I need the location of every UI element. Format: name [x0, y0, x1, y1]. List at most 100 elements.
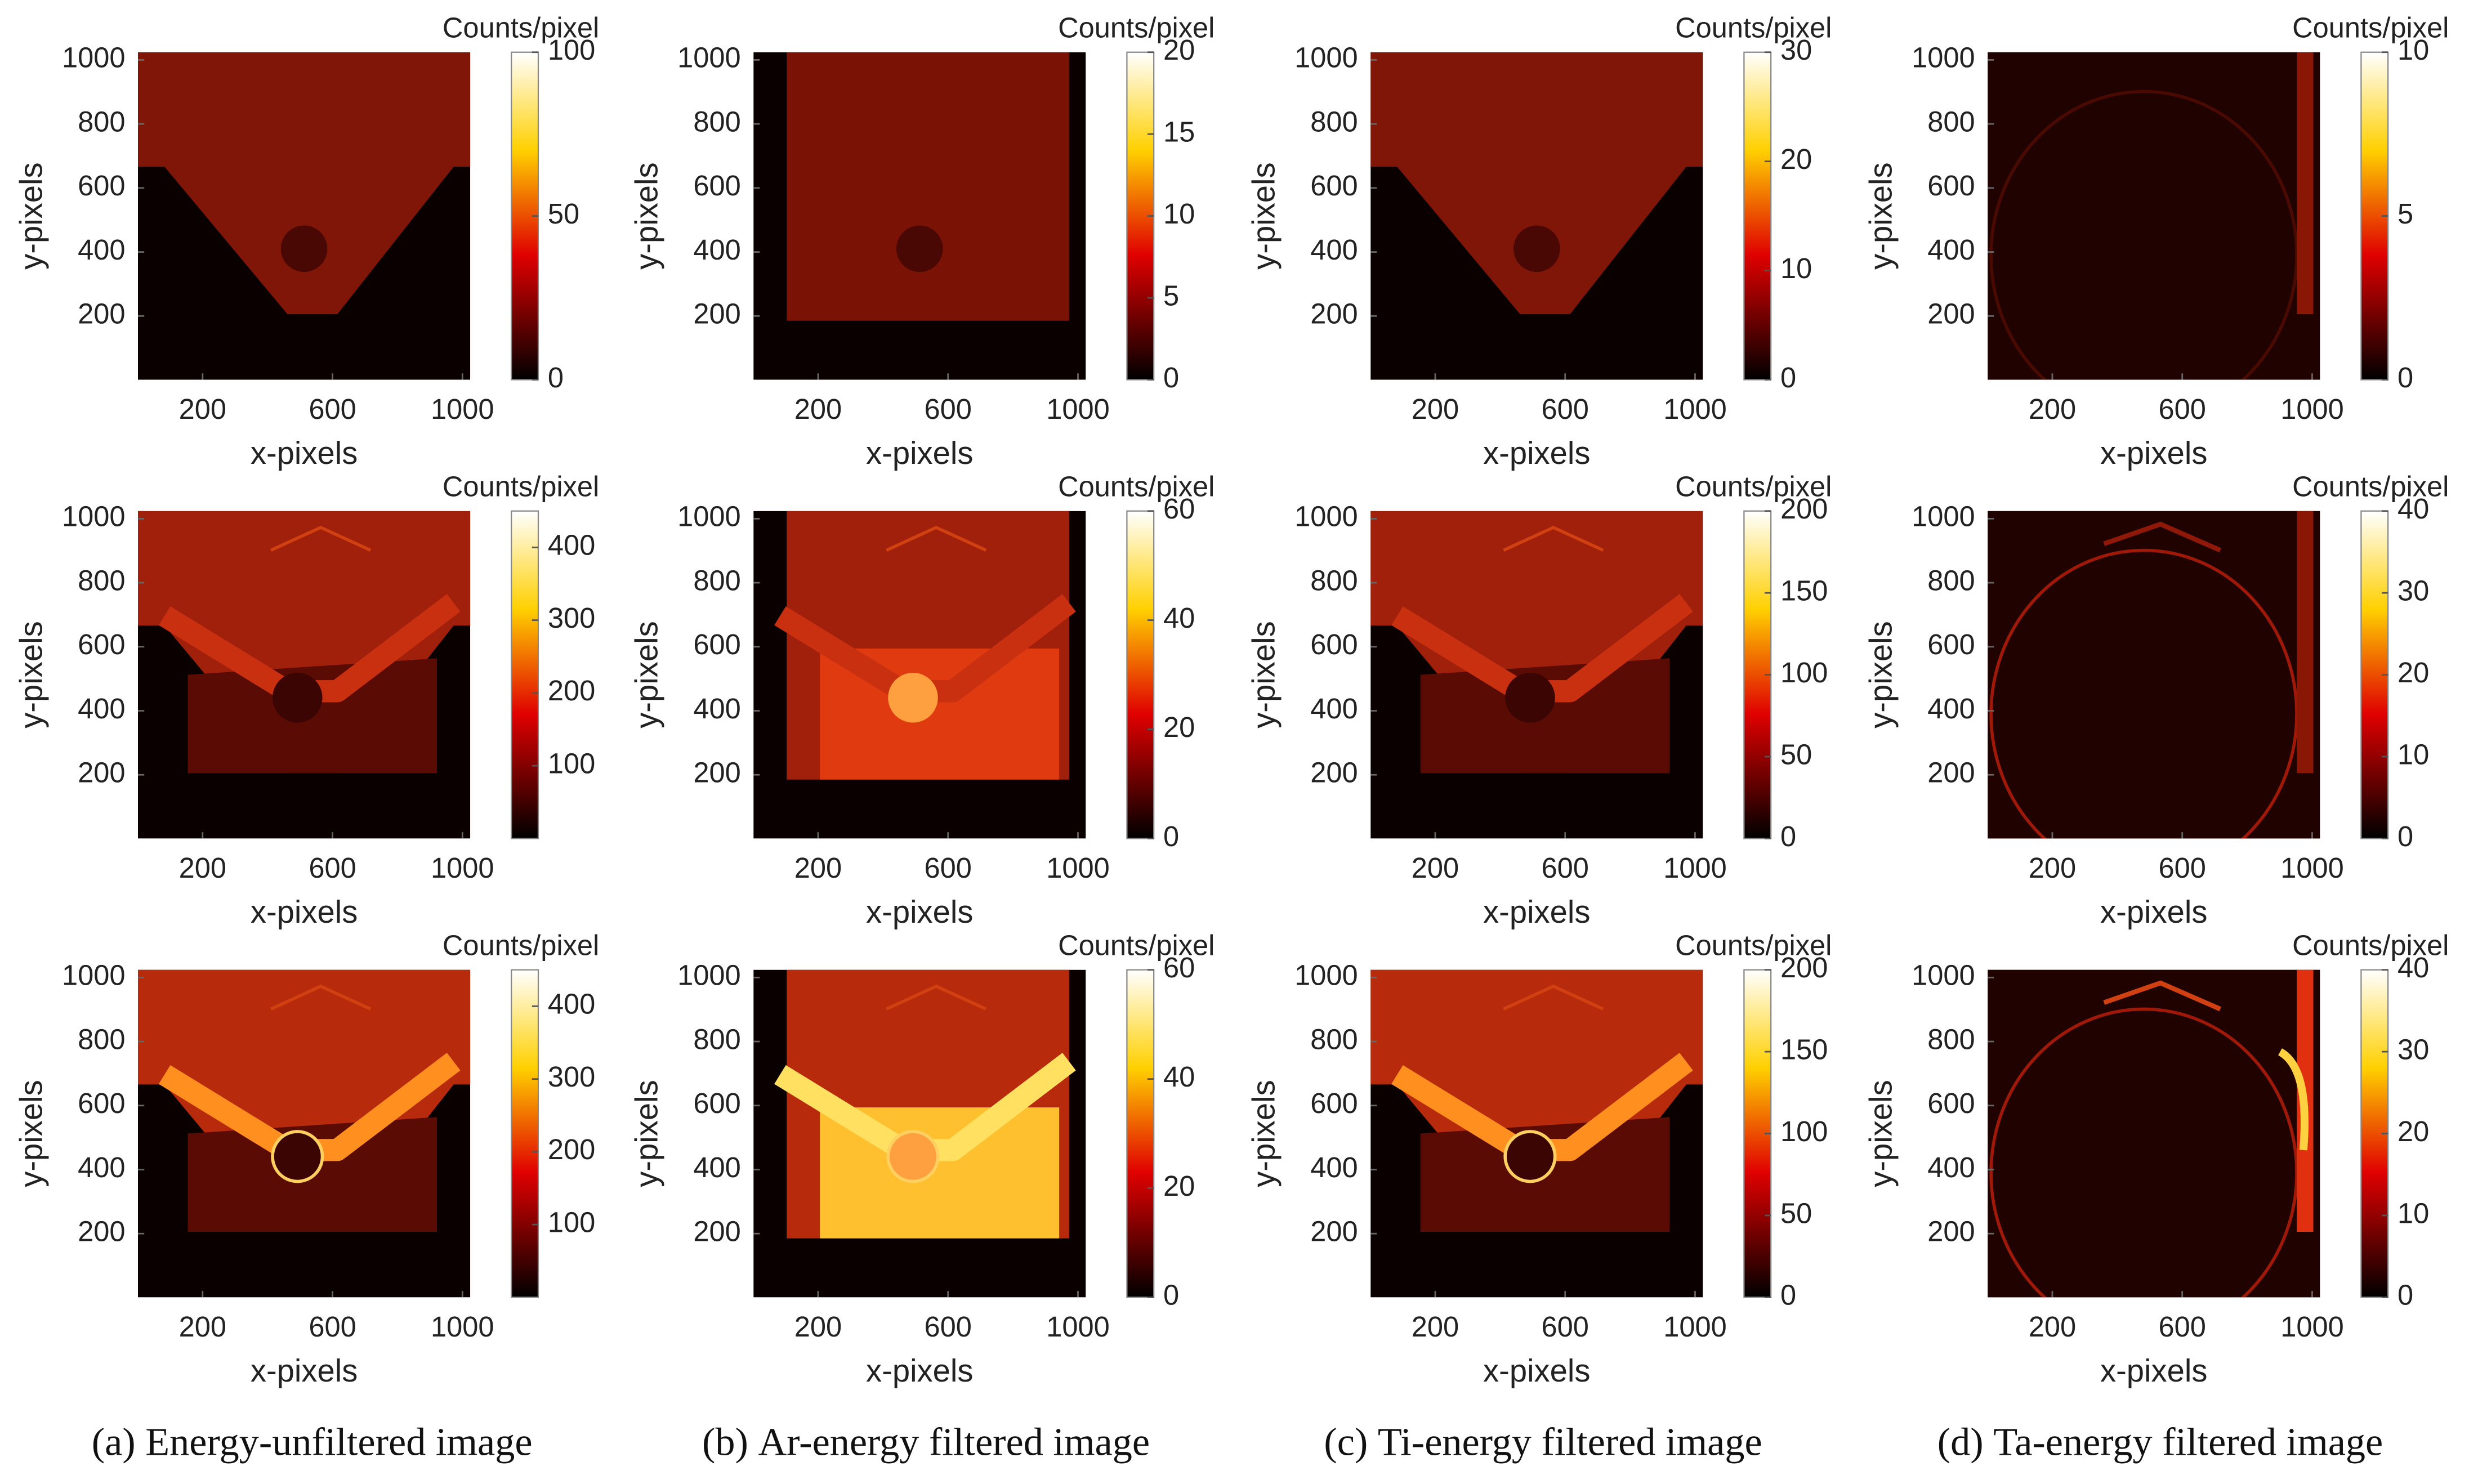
x-tick-label: 1000	[1046, 393, 1110, 425]
y-tick-label: 1000	[1912, 42, 1975, 74]
x-tick-label: 600	[309, 852, 356, 884]
edge-strip	[2297, 52, 2314, 315]
y-tick-label: 600	[1927, 628, 1975, 660]
image	[1988, 52, 2320, 380]
colorbar-tick-label: 40	[2397, 493, 2429, 525]
y-tick-label: 1000	[62, 959, 126, 991]
x-tick-label: 1000	[2280, 852, 2344, 884]
y-axis-label: y-pixels	[1863, 621, 1899, 728]
x-tick-label: 600	[925, 393, 972, 425]
colorbar-tick-label: 10	[2397, 738, 2429, 770]
colorbar-tick-label: 20	[1163, 711, 1195, 743]
edge-strip	[2297, 511, 2314, 774]
colorbar-tick-label: 5	[1163, 279, 1179, 311]
y-tick-label: 200	[693, 757, 740, 789]
x-tick-label: 1000	[431, 852, 494, 884]
chevron	[1503, 984, 1604, 1011]
y-tick-label: 200	[1310, 298, 1358, 330]
image	[753, 511, 1086, 839]
x-tick-label: 1000	[1663, 393, 1727, 425]
y-tick-label: 400	[1927, 1151, 1975, 1183]
x-tick-label: 600	[1542, 1311, 1589, 1343]
colorbar-tick-label: 30	[2397, 574, 2429, 606]
y-tick-label: 400	[78, 692, 125, 725]
panel: 200 600 10002004006008001000x-pixelsy-pixe…	[1863, 12, 2449, 471]
colorbar	[511, 510, 539, 839]
colorbar-tick-label: 0	[1163, 1279, 1179, 1311]
image-glow	[1988, 52, 2320, 380]
y-tick-label: 400	[1310, 692, 1358, 725]
caption: (b) Ar-energy filtered image	[702, 1420, 1150, 1464]
x-tick-label: 200	[794, 1311, 842, 1343]
caption-text: Energy-unfiltered image	[145, 1420, 532, 1464]
y-tick-label: 400	[693, 1151, 740, 1183]
colorbar-label: Counts/pixel	[443, 929, 599, 962]
colorbar-tick-label: 100	[548, 34, 595, 66]
image	[1370, 969, 1703, 1298]
panel: 200 600 10002004006008001000x-pixelsy-pixe…	[629, 12, 1215, 471]
colorbar-tick-label: 0	[2397, 820, 2413, 852]
colorbar-label: Counts/pixel	[1058, 12, 1215, 44]
y-axis-label: y-pixels	[13, 1080, 48, 1187]
colorbar-tick-label: 0	[1163, 361, 1179, 394]
colorbar-tick-label: 40	[1163, 602, 1195, 634]
x-axis-label: x-pixels	[2100, 894, 2207, 929]
colorbar-tick-label: 30	[1780, 34, 1812, 66]
image	[138, 511, 471, 839]
x-tick-label: 1000	[2280, 1311, 2344, 1343]
y-tick-label: 800	[693, 1023, 740, 1055]
colorbar-tick-label: 30	[2397, 1033, 2429, 1065]
y-tick-label: 1000	[62, 500, 126, 533]
x-tick-label: 200	[179, 393, 226, 425]
hole	[280, 225, 328, 272]
hole	[273, 673, 323, 723]
panel: 200 600 10002004006008001000x-pixelsy-pixe…	[13, 929, 599, 1388]
x-tick-label: 200	[179, 852, 226, 884]
panel: 200 600 10002004006008001000x-pixelsy-pixe…	[1246, 929, 1832, 1388]
y-tick-label: 600	[693, 1087, 740, 1119]
y-tick-label: 200	[1927, 298, 1975, 330]
y-tick-label: 200	[78, 757, 125, 789]
colorbar-tick-label: 100	[548, 748, 595, 780]
y-axis-label: y-pixels	[629, 1080, 664, 1187]
x-tick-label: 1000	[1046, 852, 1110, 884]
caption-gap	[748, 1420, 758, 1464]
colorbar-tick-label: 15	[1163, 116, 1195, 148]
ring	[1989, 548, 2298, 839]
x-tick-label: 1000	[2280, 393, 2344, 425]
x-tick-label: 200	[1412, 1311, 1459, 1343]
y-tick-label: 600	[1310, 628, 1358, 660]
chevron	[270, 525, 372, 552]
y-tick-label: 200	[1927, 757, 1975, 789]
chevron	[886, 525, 987, 552]
ring	[1989, 90, 2298, 380]
chevron	[2103, 521, 2221, 553]
x-axis-label: x-pixels	[866, 435, 973, 471]
colorbar-tick-label: 300	[548, 602, 595, 634]
colorbar-label: Counts/pixel	[2292, 12, 2449, 44]
caption-gap	[1368, 1420, 1378, 1464]
colorbar-tick-label: 10	[2397, 1197, 2429, 1229]
colorbar-label: Counts/pixel	[2292, 471, 2449, 503]
y-tick-label: 400	[1310, 1151, 1358, 1183]
y-axis-label: y-pixels	[13, 162, 48, 269]
y-tick-label: 400	[693, 692, 740, 725]
y-tick-label: 400	[693, 234, 740, 266]
y-tick-label: 800	[1310, 1023, 1358, 1055]
x-tick-label: 1000	[1046, 1311, 1110, 1343]
y-tick-label: 600	[693, 628, 740, 660]
colorbar-label: Counts/pixel	[443, 12, 599, 44]
colorbar-tick-label: 200	[1780, 493, 1828, 525]
x-tick-label: 600	[309, 1311, 356, 1343]
colorbar-tick-label: 150	[1780, 1033, 1828, 1065]
colorbar-tick-label: 10	[1780, 252, 1812, 284]
colorbar-label: Counts/pixel	[1675, 471, 1832, 503]
colorbar-tick-label: 0	[1780, 361, 1796, 394]
y-tick-label: 1000	[677, 500, 741, 533]
colorbar-tick-label: 200	[1780, 951, 1828, 984]
y-axis-label: y-pixels	[629, 162, 664, 269]
colorbar-label: Counts/pixel	[443, 471, 599, 503]
colorbar-tick-label: 20	[2397, 1115, 2429, 1147]
colorbar-tick-label: 20	[1780, 143, 1812, 175]
